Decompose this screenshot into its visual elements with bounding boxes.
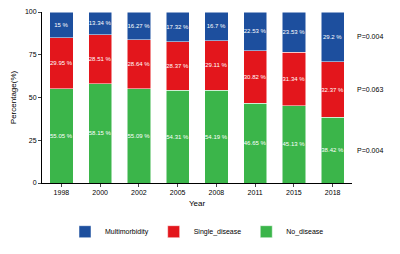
svg-text:54.31 %: 54.31 %: [166, 134, 189, 140]
svg-text:29.95 %: 29.95 %: [50, 60, 73, 66]
svg-text:23.53 %: 23.53 %: [283, 29, 306, 35]
svg-text:17.32 %: 17.32 %: [166, 24, 189, 30]
svg-text:2005: 2005: [170, 189, 186, 196]
svg-text:P=0.063: P=0.063: [357, 86, 383, 93]
svg-text:25: 25: [29, 137, 37, 144]
svg-text:P=0.004: P=0.004: [357, 147, 383, 154]
svg-text:54.19 %: 54.19 %: [205, 134, 228, 140]
svg-text:29.11 %: 29.11 %: [205, 62, 227, 68]
svg-text:32.37 %: 32.37 %: [321, 87, 344, 93]
svg-text:58.15 %: 58.15 %: [89, 130, 112, 136]
svg-text:75: 75: [29, 51, 37, 58]
svg-text:13.34 %: 13.34 %: [89, 20, 112, 26]
svg-text:Single_disease: Single_disease: [194, 228, 242, 236]
svg-text:50: 50: [29, 94, 37, 101]
svg-text:16.27 %: 16.27 %: [128, 23, 151, 29]
svg-text:2002: 2002: [131, 189, 147, 196]
svg-text:P=0.004: P=0.004: [357, 33, 383, 40]
svg-text:38.42 %: 38.42 %: [321, 147, 344, 153]
svg-text:2011: 2011: [248, 189, 263, 196]
svg-text:45.13 %: 45.13 %: [283, 141, 306, 147]
svg-text:2018: 2018: [325, 189, 341, 196]
svg-text:Year: Year: [189, 199, 206, 208]
svg-text:30.82 %: 30.82 %: [244, 74, 267, 80]
svg-text:46.65 %: 46.65 %: [244, 140, 267, 146]
svg-text:29.2 %: 29.2 %: [323, 34, 342, 40]
svg-text:Percentage(%): Percentage(%): [9, 70, 18, 124]
svg-text:28.51 %: 28.51 %: [89, 56, 112, 62]
svg-text:2000: 2000: [92, 189, 108, 196]
svg-text:Multimorbidity: Multimorbidity: [105, 228, 149, 236]
svg-text:55.05 %: 55.05 %: [50, 133, 73, 139]
svg-text:15 %: 15 %: [54, 22, 68, 28]
svg-text:22.53 %: 22.53 %: [244, 28, 267, 34]
svg-text:No_disease: No_disease: [286, 228, 323, 236]
svg-text:28.37 %: 28.37 %: [166, 63, 189, 69]
svg-text:16.7 %: 16.7 %: [207, 23, 226, 29]
svg-text:31.34 %: 31.34 %: [283, 76, 306, 82]
svg-text:100: 100: [25, 8, 37, 15]
svg-text:0: 0: [33, 179, 37, 186]
svg-text:28.64 %: 28.64 %: [128, 61, 151, 67]
svg-text:2008: 2008: [209, 189, 225, 196]
svg-text:1998: 1998: [54, 189, 70, 196]
svg-text:55.09 %: 55.09 %: [128, 133, 151, 139]
svg-text:2015: 2015: [286, 189, 302, 196]
